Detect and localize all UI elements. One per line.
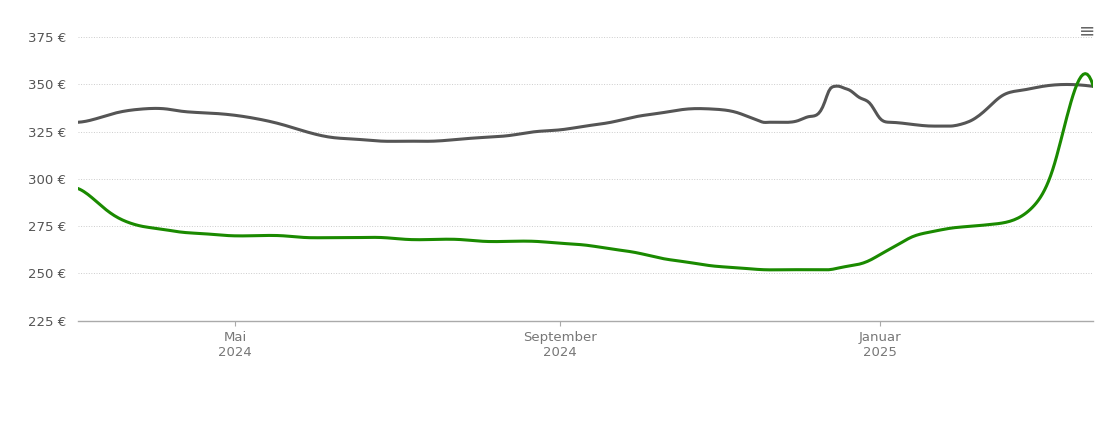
Legend: lose Ware, Sackware: lose Ware, Sackware [458,418,713,422]
Text: ≡: ≡ [1079,21,1096,40]
